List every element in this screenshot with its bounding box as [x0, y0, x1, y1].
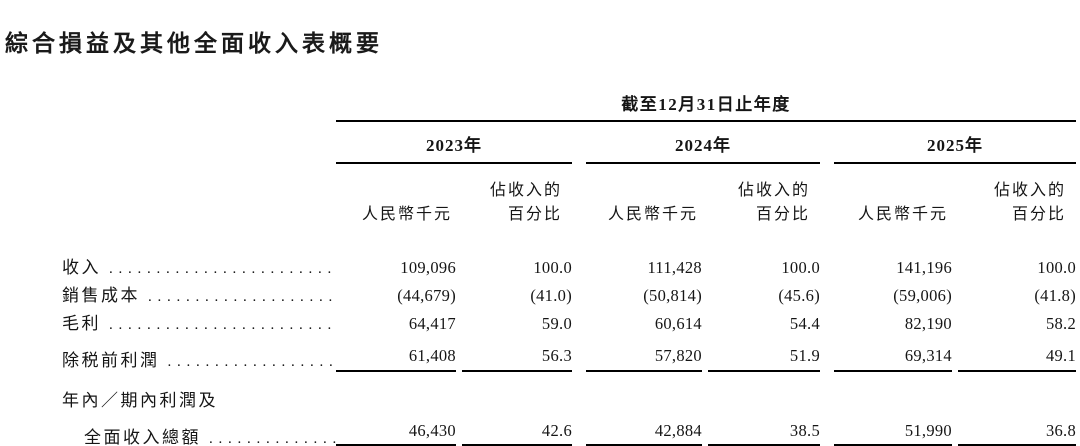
- year-header-2023: 2023年: [336, 121, 572, 164]
- row-cost-of-sales: 銷售成本 . . . . . . . . . . . . . . . . . .…: [52, 278, 1076, 306]
- amount-cell: 42,884: [586, 411, 702, 446]
- pct-cell: (45.6): [778, 286, 820, 305]
- pct-cell: (41.8): [1034, 286, 1077, 305]
- rmb-thousand-header-2024: 人民幣千元: [607, 206, 698, 223]
- percentage-header-2025: 百分比: [1012, 206, 1067, 223]
- pct-cell: (41.0): [530, 286, 572, 305]
- pct-cell: 59.0: [541, 314, 572, 333]
- subheader-row-1: 佔收入的 佔收入的 佔收入的: [52, 163, 1076, 200]
- row-label: 全面收入總額 . . . . . . . . . . . . . . . . .…: [52, 423, 336, 446]
- row-label: 年內／期內利潤及: [62, 391, 218, 410]
- amount-cell: (44,679): [397, 286, 456, 305]
- dot-leader: . . . . . . . . . . . . . . . . . . . . …: [109, 261, 336, 277]
- row-label: 除税前利潤 . . . . . . . . . . . . . . . . . …: [52, 346, 336, 371]
- dot-leader: . . . . . . . . . . . . . . . . . . . . …: [148, 289, 336, 305]
- period-header: 截至12月31日止年度: [336, 90, 1077, 122]
- year-header-2025: 2025年: [834, 121, 1077, 164]
- period-header-row: 截至12月31日止年度: [52, 90, 1077, 122]
- row-total-label-line1: 年內／期內利潤及: [52, 385, 1076, 411]
- rmb-thousand-header-2023: 人民幣千元: [361, 206, 452, 223]
- year-header-row: 2023年 2024年 2025年: [52, 121, 1077, 164]
- row-gross-profit: 毛利 . . . . . . . . . . . . . . . . . . .…: [52, 306, 1076, 334]
- pct-cell: 42.6: [462, 411, 572, 446]
- pct-of-revenue-header-2024: 佔收入的: [737, 182, 810, 199]
- pct-cell: 100.0: [533, 258, 572, 277]
- amount-cell: 61,408: [336, 334, 456, 372]
- income-statement-table: 截至12月31日止年度 2023年 2024年 2025年 佔收入的 佔收入的 …: [52, 90, 1077, 446]
- pct-cell: 49.1: [958, 334, 1077, 372]
- dot-leader: . . . . . . . . . . . . . . . . . . . . …: [167, 354, 337, 370]
- row-revenue: 收入 . . . . . . . . . . . . . . . . . . .…: [52, 250, 1076, 278]
- subheader-row-2: 人民幣千元 百分比 人民幣千元 百分比 人民幣千元 百分比: [52, 200, 1076, 250]
- row-label: 收入 . . . . . . . . . . . . . . . . . . .…: [52, 253, 336, 278]
- pct-cell: 56.3: [462, 334, 572, 372]
- percentage-header-2024: 百分比: [755, 206, 810, 223]
- row-total-comprehensive-income: 全面收入總額 . . . . . . . . . . . . . . . . .…: [52, 411, 1077, 446]
- pct-cell: 36.8: [958, 411, 1077, 446]
- amount-cell: 69,314: [834, 334, 952, 372]
- amount-cell: 57,820: [586, 334, 702, 372]
- amount-cell: (50,814): [643, 286, 702, 305]
- amount-cell: 109,096: [400, 258, 456, 277]
- rmb-thousand-header-2025: 人民幣千元: [857, 206, 948, 223]
- amount-cell: 46,430: [336, 411, 456, 446]
- amount-cell: 82,190: [904, 314, 952, 333]
- pct-cell: 54.4: [789, 314, 820, 333]
- percentage-header-2023: 百分比: [507, 206, 562, 223]
- spacer-row: [52, 371, 1076, 385]
- year-header-2024: 2024年: [586, 121, 820, 164]
- row-label: 毛利 . . . . . . . . . . . . . . . . . . .…: [52, 309, 336, 334]
- amount-cell: 51,990: [834, 411, 952, 446]
- pct-cell: 51.9: [708, 334, 820, 372]
- pct-of-revenue-header-2023: 佔收入的: [489, 182, 562, 199]
- dot-leader: . . . . . . . . . . . . . . . . . . . . …: [209, 430, 336, 446]
- pct-cell: 100.0: [781, 258, 820, 277]
- amount-cell: 60,614: [654, 314, 702, 333]
- pct-of-revenue-header-2025: 佔收入的: [994, 182, 1067, 199]
- pct-cell: 58.2: [1045, 314, 1077, 333]
- amount-cell: 111,428: [647, 258, 702, 277]
- page-title: 綜合損益及其他全面收入表概要: [5, 30, 383, 56]
- row-label: 銷售成本 . . . . . . . . . . . . . . . . . .…: [52, 281, 336, 306]
- amount-cell: (59,006): [893, 286, 952, 305]
- pct-cell: 38.5: [708, 411, 820, 446]
- amount-cell: 141,196: [896, 258, 952, 277]
- pct-cell: 100.0: [1037, 258, 1077, 277]
- row-profit-before-tax: 除税前利潤 . . . . . . . . . . . . . . . . . …: [52, 334, 1077, 372]
- dot-leader: . . . . . . . . . . . . . . . . . . . . …: [109, 317, 336, 333]
- amount-cell: 64,417: [408, 314, 456, 333]
